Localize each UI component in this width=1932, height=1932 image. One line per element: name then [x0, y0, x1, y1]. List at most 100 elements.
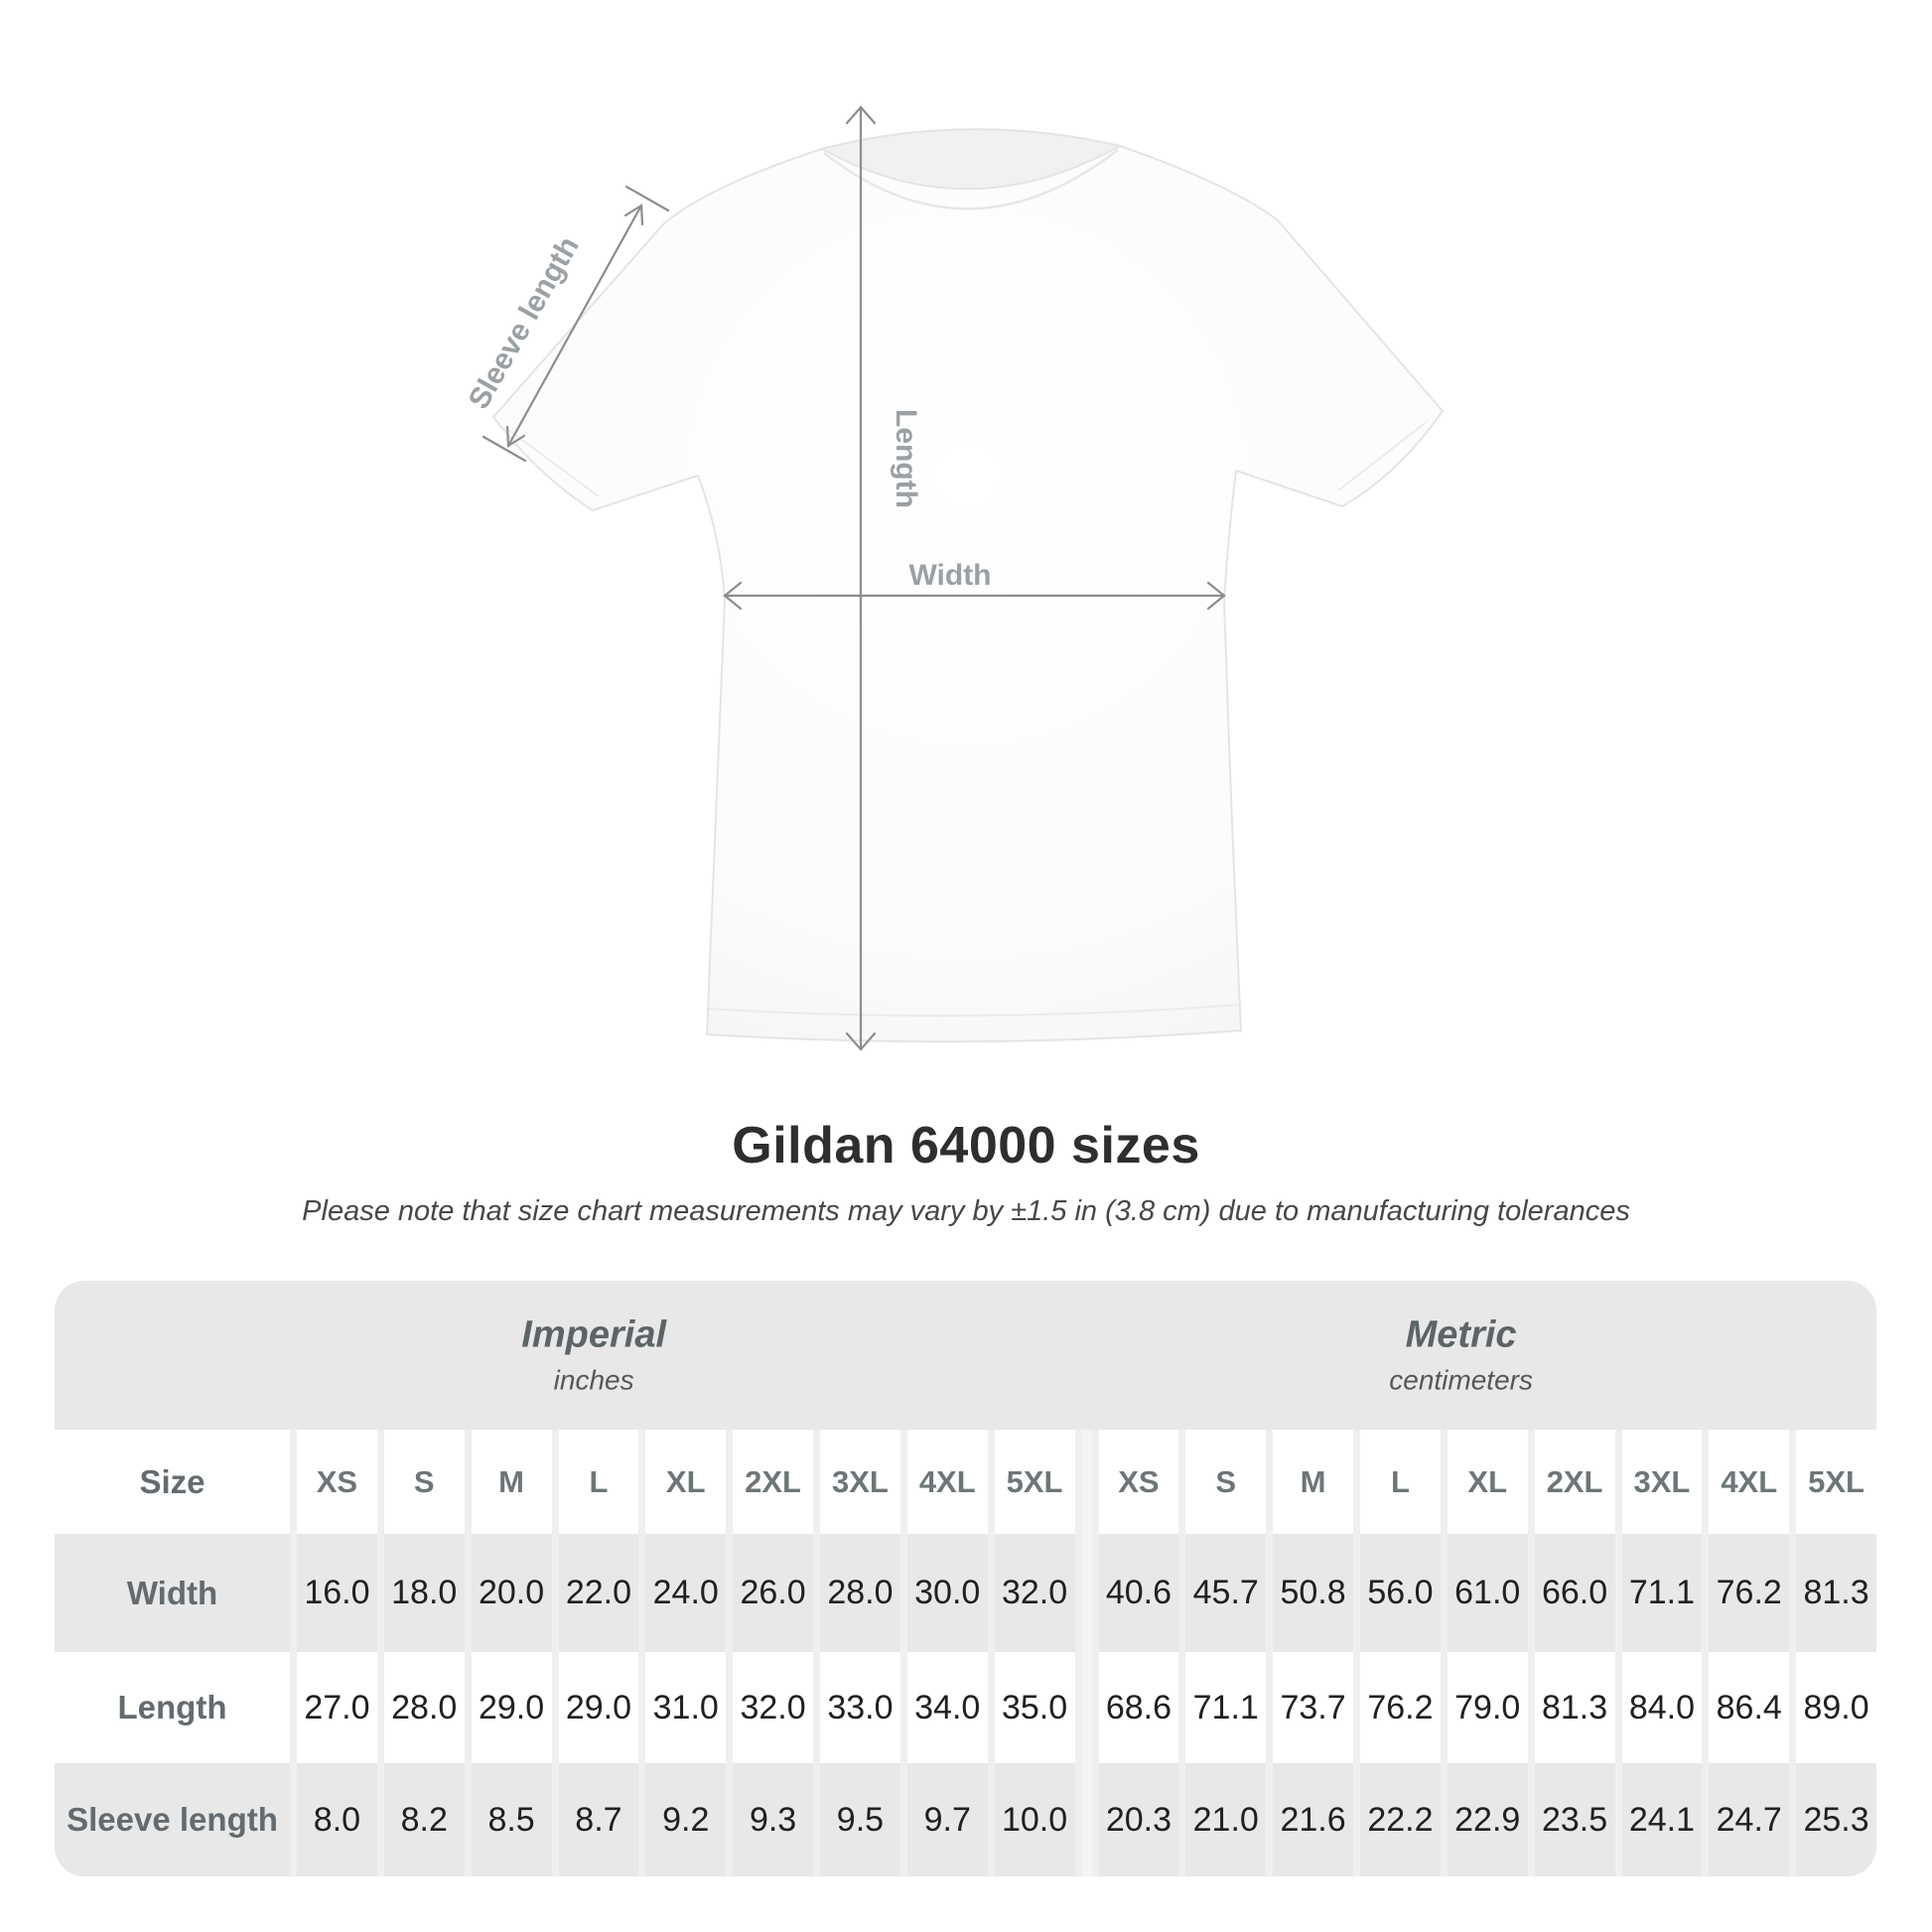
cell-sleeve-length-metric-4XL: 24.7: [1709, 1763, 1790, 1876]
cell-length-imperial-L: 29.0: [558, 1652, 639, 1763]
bottom-hem-seam: [708, 1004, 1240, 1018]
cell-sleeve-length-imperial-3XL: 9.5: [820, 1763, 900, 1876]
cell-sleeve-length-metric-L: 22.2: [1360, 1763, 1441, 1876]
cell-width-imperial-5XL: 32.0: [994, 1534, 1075, 1652]
size-header-imperial-XS: XS: [297, 1430, 377, 1534]
sleeve-length-row: Sleeve length 8.0 8.2 8.5 8.7 9.2 9.3 9.5 9.7 10.…: [55, 1763, 1876, 1876]
cell-sleeve-length-metric-2XL: 23.5: [1534, 1763, 1615, 1876]
measurement-grid: Size XS S M L XL 2XL 3XL 4XL 5XL XS S M L XL 2XL 3XL 4XL 5…: [55, 1430, 1876, 1876]
section-gap: [1081, 1763, 1092, 1876]
size-header-imperial-L: L: [558, 1430, 639, 1534]
size-header-metric-4XL: 4XL: [1709, 1430, 1790, 1534]
size-header-metric-5XL: 5XL: [1796, 1430, 1876, 1534]
cell-sleeve-length-metric-3XL: 24.1: [1621, 1763, 1703, 1876]
cell-sleeve-length-metric-XS: 20.3: [1098, 1763, 1179, 1876]
cell-length-metric-S: 71.1: [1185, 1652, 1267, 1763]
size-table: Imperial inches Metric centimeters Size X…: [55, 1281, 1876, 1876]
cell-width-metric-XL: 61.0: [1447, 1534, 1528, 1652]
cell-width-metric-4XL: 76.2: [1709, 1534, 1790, 1652]
cell-length-metric-L: 76.2: [1360, 1652, 1441, 1763]
cell-sleeve-length-imperial-S: 8.2: [383, 1763, 465, 1876]
cell-width-imperial-XL: 24.0: [645, 1534, 727, 1652]
cell-length-imperial-4XL: 34.0: [906, 1652, 988, 1763]
imperial-unit-label: inches: [553, 1364, 634, 1396]
cell-length-metric-M: 73.7: [1273, 1652, 1353, 1763]
cell-width-imperial-S: 18.0: [383, 1534, 465, 1652]
cell-width-metric-5XL: 81.3: [1796, 1534, 1876, 1652]
width-label: Width: [908, 559, 991, 592]
size-header-imperial-4XL: 4XL: [906, 1430, 988, 1534]
tolerance-note: Please note that size chart measurements…: [302, 1195, 1630, 1227]
cell-width-imperial-4XL: 30.0: [906, 1534, 988, 1652]
length-row-label: Length: [55, 1652, 290, 1763]
cell-length-metric-2XL: 81.3: [1534, 1652, 1615, 1763]
cell-length-imperial-5XL: 35.0: [994, 1652, 1075, 1763]
cell-width-metric-XS: 40.6: [1098, 1534, 1179, 1652]
size-header-metric-M: M: [1273, 1430, 1353, 1534]
size-header-metric-XL: XL: [1447, 1430, 1528, 1534]
length-label: Length: [890, 409, 922, 508]
cell-length-imperial-M: 29.0: [471, 1652, 552, 1763]
metric-unit-label: centimeters: [1389, 1364, 1533, 1396]
units-header-band: Imperial inches Metric centimeters: [55, 1281, 1876, 1430]
width-arrow: [723, 581, 1226, 611]
cell-width-metric-S: 45.7: [1185, 1534, 1267, 1652]
right-sleeve-seam: [1337, 420, 1429, 491]
width-row-label: Width: [55, 1534, 290, 1652]
imperial-section-header: Imperial inches: [521, 1314, 666, 1397]
cell-width-imperial-2XL: 26.0: [733, 1534, 813, 1652]
size-header-metric-3XL: 3XL: [1621, 1430, 1703, 1534]
cell-sleeve-length-imperial-5XL: 10.0: [994, 1763, 1075, 1876]
length-row: Length 27.0 28.0 29.0 29.0 31.0 32.0 33.0 34.0 35…: [55, 1652, 1876, 1763]
width-row: Width 16.0 18.0 20.0 22.0 24.0 26.0 28.0 30.0 32.…: [55, 1534, 1876, 1652]
size-header-metric-L: L: [1360, 1430, 1441, 1534]
section-gap: [1081, 1430, 1092, 1534]
imperial-label: Imperial: [521, 1313, 667, 1356]
cell-length-metric-XS: 68.6: [1098, 1652, 1179, 1763]
size-header-metric-XS: XS: [1098, 1430, 1179, 1534]
cell-sleeve-length-metric-M: 21.6: [1273, 1763, 1353, 1876]
cell-length-imperial-XS: 27.0: [297, 1652, 377, 1763]
section-gap: [1081, 1534, 1092, 1652]
size-header-imperial-XL: XL: [645, 1430, 727, 1534]
section-gap: [1081, 1652, 1092, 1763]
size-column-header: Size: [55, 1430, 290, 1534]
cell-length-imperial-3XL: 33.0: [820, 1652, 900, 1763]
sleeve-length-row-label: Sleeve length: [55, 1763, 290, 1876]
size-header-imperial-2XL: 2XL: [733, 1430, 813, 1534]
cell-sleeve-length-imperial-M: 8.5: [471, 1763, 552, 1876]
cell-sleeve-length-imperial-XL: 9.2: [645, 1763, 727, 1876]
cell-width-metric-L: 56.0: [1360, 1534, 1441, 1652]
cell-length-metric-5XL: 89.0: [1796, 1652, 1876, 1763]
cell-sleeve-length-metric-XL: 22.9: [1447, 1763, 1528, 1876]
left-sleeve-seam: [506, 428, 600, 497]
cell-length-metric-4XL: 86.4: [1709, 1652, 1790, 1763]
cell-length-imperial-S: 28.0: [383, 1652, 465, 1763]
cell-width-metric-M: 50.8: [1273, 1534, 1353, 1652]
size-header-metric-2XL: 2XL: [1534, 1430, 1615, 1534]
metric-label: Metric: [1405, 1313, 1517, 1356]
cell-length-imperial-XL: 31.0: [645, 1652, 727, 1763]
size-header-metric-S: S: [1185, 1430, 1267, 1534]
cell-length-metric-XL: 79.0: [1447, 1652, 1528, 1763]
cell-width-imperial-XS: 16.0: [297, 1534, 377, 1652]
tshirt-image: [491, 128, 1445, 1043]
metric-section-header: Metric centimeters: [1389, 1314, 1533, 1397]
cell-sleeve-length-imperial-L: 8.7: [558, 1763, 639, 1876]
page-title: Gildan 64000 sizes: [732, 1117, 1200, 1174]
size-header-imperial-3XL: 3XL: [820, 1430, 900, 1534]
cell-sleeve-length-imperial-2XL: 9.3: [733, 1763, 813, 1876]
size-header-imperial-S: S: [383, 1430, 465, 1534]
tshirt-diagram: Sleeve length Length Width: [463, 105, 1445, 1051]
collar-opening: [819, 128, 1123, 191]
cell-width-metric-3XL: 71.1: [1621, 1534, 1703, 1652]
cell-length-imperial-2XL: 32.0: [733, 1652, 813, 1763]
size-header-row: Size XS S M L XL 2XL 3XL 4XL 5XL XS S M L XL 2XL 3XL 4XL 5…: [55, 1430, 1876, 1534]
cell-width-imperial-3XL: 28.0: [820, 1534, 900, 1652]
size-header-imperial-5XL: 5XL: [994, 1430, 1075, 1534]
cell-sleeve-length-metric-S: 21.0: [1185, 1763, 1267, 1876]
size-header-imperial-M: M: [471, 1430, 552, 1534]
cell-sleeve-length-imperial-XS: 8.0: [297, 1763, 377, 1876]
cell-sleeve-length-imperial-4XL: 9.7: [906, 1763, 988, 1876]
